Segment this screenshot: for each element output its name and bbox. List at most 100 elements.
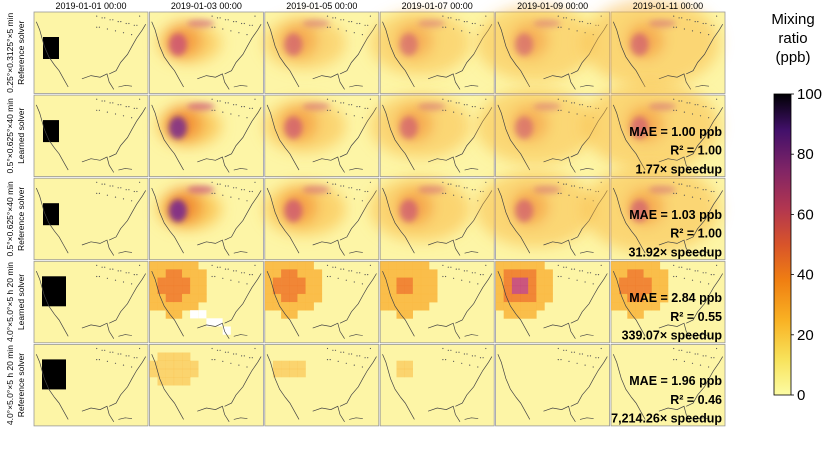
plume-cells	[396, 360, 413, 378]
map-panel	[369, 10, 495, 94]
map-panel	[148, 177, 264, 261]
plume-core	[399, 185, 446, 223]
metric-mae: MAE = 2.84 ppb	[629, 291, 722, 305]
metric-speedup: 7,214.26× speedup	[611, 412, 722, 426]
plume	[369, 93, 471, 159]
plume	[582, 0, 720, 87]
map-panel	[263, 11, 380, 94]
column-title: 2019-01-11 00:00	[633, 1, 703, 11]
plume-core	[515, 102, 561, 140]
map-panel	[582, 82, 726, 177]
map-panel	[369, 93, 495, 177]
colorbar-title: (ppb)	[775, 49, 810, 66]
map-panel	[610, 343, 726, 427]
metric-r2: R² = 1.00	[670, 144, 722, 158]
colorbar-gradient	[773, 93, 792, 396]
plume-core	[630, 185, 676, 223]
plume-cells	[380, 261, 438, 319]
column-title: 2019-01-07 00:00	[402, 1, 473, 11]
plume	[476, 4, 595, 82]
row-label-resolution: 0.5°×0.625°×40 min	[5, 98, 15, 174]
row-label-resolution: 0.5°×0.625°×40 min	[5, 181, 15, 257]
row-label-solver: Reference solver	[16, 353, 26, 417]
row-label-resolution: 0.25°×0.3125°×5 min	[5, 13, 15, 93]
plume-cells	[149, 352, 199, 386]
map-panel	[263, 177, 380, 261]
plume-core	[399, 19, 446, 56]
column-title: 2019-01-09 00:00	[517, 1, 588, 11]
plume	[369, 176, 471, 242]
map-panel	[582, 0, 726, 94]
plume-core	[630, 102, 676, 140]
row-label-solver: Learned solver	[16, 274, 26, 330]
plume	[157, 188, 222, 230]
colorbar: Mixing ratio (ppb) 0 20 40 60 80 100	[771, 11, 822, 404]
plume-core	[515, 19, 561, 56]
colorbar-title: ratio	[778, 30, 807, 47]
map-panel	[379, 343, 495, 427]
row-label-resolution: 4.0°×5.0°×5 h 20 min	[5, 262, 15, 342]
colorbar-tick-label: 60	[797, 206, 814, 223]
metric-mae: MAE = 1.00 ppb	[629, 125, 722, 139]
map-background	[495, 343, 611, 427]
map-panel	[148, 260, 264, 344]
metric-annotations: MAE = 1.00 ppb R² = 1.00 1.77× speedup MAE …	[611, 125, 722, 426]
plume-cells	[272, 360, 306, 378]
map-panel	[33, 11, 149, 94]
map-panel	[33, 260, 149, 344]
map-panel	[264, 343, 380, 427]
plume	[157, 22, 222, 64]
metric-speedup: 339.07× speedup	[622, 329, 723, 343]
column-title: 2019-01-05 00:00	[286, 1, 357, 11]
plume	[476, 171, 595, 248]
colorbar-tick-label: 40	[797, 267, 814, 284]
colorbar-tick-label: 0	[797, 387, 805, 404]
plume	[369, 10, 471, 76]
row-label-solver: Reference solver	[16, 21, 26, 85]
map-panel	[369, 176, 495, 261]
map-panel	[33, 177, 149, 261]
metric-mae: MAE = 1.96 ppb	[629, 374, 722, 388]
metric-speedup: 1.77× speedup	[636, 162, 723, 176]
plume-core	[399, 102, 446, 140]
column-title: 2019-01-01 00:00	[55, 1, 126, 11]
map-panel	[379, 260, 495, 344]
plume-core	[284, 185, 330, 223]
colorbar-title: Mixing	[771, 11, 814, 28]
plume	[157, 105, 222, 147]
metric-speedup: 31.92× speedup	[629, 245, 723, 259]
row-label-resolution: 4.0°×5.0°×5 h 20 min	[5, 345, 15, 425]
plume-core	[168, 19, 215, 56]
plume-core	[168, 185, 215, 223]
map-panel	[148, 11, 264, 94]
colorbar-tick-label: 100	[797, 86, 822, 103]
panel-grid	[33, 0, 726, 427]
column-title: 2019-01-03 00:00	[171, 1, 242, 11]
map-panel	[148, 94, 264, 177]
row-label-solver: Learned solver	[16, 108, 26, 164]
row-labels: 0.25°×0.3125°×5 min Reference solver0.5°×…	[5, 13, 26, 426]
map-panel	[495, 260, 611, 344]
plume-core	[284, 19, 330, 56]
map-panel	[33, 94, 149, 177]
plume	[476, 88, 595, 165]
map-panel	[495, 343, 611, 427]
colorbar-tick-label: 20	[797, 327, 814, 344]
map-background	[379, 343, 495, 427]
plume-cells	[611, 261, 669, 319]
plume-core	[515, 185, 561, 223]
plume-core	[168, 102, 215, 140]
plume-cells	[149, 261, 231, 335]
initial-source-block	[42, 359, 66, 390]
plume-cells	[264, 261, 323, 319]
map-panel	[476, 88, 611, 177]
metric-r2: R² = 0.46	[670, 393, 722, 407]
metric-r2: R² = 1.00	[670, 227, 722, 241]
initial-source-block	[42, 276, 66, 307]
map-background	[264, 343, 380, 427]
initial-source-block	[43, 203, 59, 226]
metric-mae: MAE = 1.03 ppb	[629, 208, 722, 222]
map-panel	[264, 260, 380, 344]
metric-r2: R² = 0.55	[670, 310, 722, 324]
